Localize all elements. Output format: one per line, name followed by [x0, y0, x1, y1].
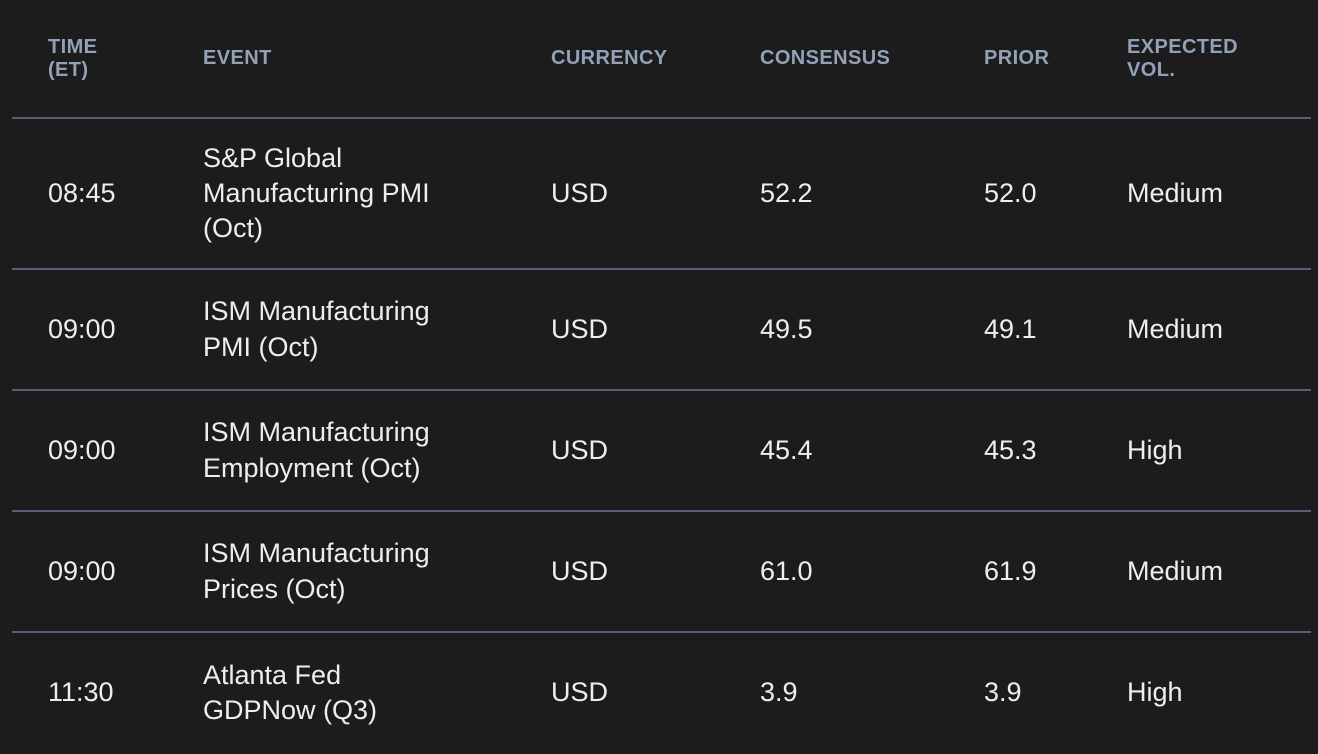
cell-currency: USD — [551, 177, 609, 208]
cell-time: 11:30 — [48, 677, 114, 708]
cell-prior: 45.3 — [984, 434, 1037, 465]
cell-prior: 3.9 — [984, 677, 1022, 708]
cell-consensus: 52.2 — [760, 177, 813, 208]
table-row: 09:00 ISM Manufacturing Prices (Oct) USD… — [0, 512, 1318, 631]
cell-event: S&P Global Manufacturing PMI (Oct) — [203, 142, 430, 244]
cell-consensus: 3.9 — [760, 677, 798, 708]
column-header-prior: PRIOR — [984, 47, 1050, 69]
cell-expected-vol: Medium — [1127, 313, 1224, 344]
table-row: 08:45 S&P Global Manufacturing PMI (Oct)… — [0, 119, 1318, 268]
cell-time: 08:45 — [48, 177, 116, 208]
cell-prior: 49.1 — [984, 313, 1037, 344]
column-header-time: TIME (ET) — [48, 35, 98, 81]
cell-event: ISM Manufacturing Employment (Oct) — [203, 417, 430, 483]
cell-time: 09:00 — [48, 555, 116, 586]
cell-time: 09:00 — [48, 434, 116, 465]
row-divider — [12, 510, 1311, 512]
cell-prior: 61.9 — [984, 555, 1037, 586]
cell-time: 09:00 — [48, 313, 116, 344]
row-divider — [12, 389, 1311, 391]
cell-event: ISM Manufacturing Prices (Oct) — [203, 538, 430, 604]
cell-expected-vol: High — [1127, 434, 1183, 465]
cell-consensus: 61.0 — [760, 555, 813, 586]
column-header-event: EVENT — [203, 47, 272, 69]
row-divider — [12, 268, 1311, 270]
table-row: 09:00 ISM Manufacturing Employment (Oct)… — [0, 391, 1318, 510]
cell-expected-vol: Medium — [1127, 555, 1224, 586]
cell-event: Atlanta Fed GDPNow (Q3) — [203, 659, 378, 725]
column-header-consensus: CONSENSUS — [760, 47, 891, 69]
table-row: 11:30 Atlanta Fed GDPNow (Q3) USD 3.9 3.… — [0, 633, 1318, 753]
cell-currency: USD — [551, 313, 609, 344]
cell-expected-vol: Medium — [1127, 177, 1224, 208]
row-divider — [12, 117, 1311, 119]
cell-currency: USD — [551, 434, 609, 465]
column-header-currency: CURRENCY — [551, 47, 668, 69]
cell-currency: USD — [551, 555, 609, 586]
cell-consensus: 45.4 — [760, 434, 813, 465]
column-header-expected-vol: EXPECTED VOL. — [1127, 35, 1239, 81]
table-header-row: TIME (ET) EVENT CURRENCY CONSENSUS PRIOR… — [0, 0, 1318, 117]
row-divider — [12, 631, 1311, 633]
cell-currency: USD — [551, 677, 609, 708]
cell-consensus: 49.5 — [760, 313, 813, 344]
cell-event: ISM Manufacturing PMI (Oct) — [203, 296, 430, 362]
table-row: 09:00 ISM Manufacturing PMI (Oct) USD 49… — [0, 270, 1318, 389]
cell-prior: 52.0 — [984, 177, 1037, 208]
cell-expected-vol: High — [1127, 677, 1183, 708]
